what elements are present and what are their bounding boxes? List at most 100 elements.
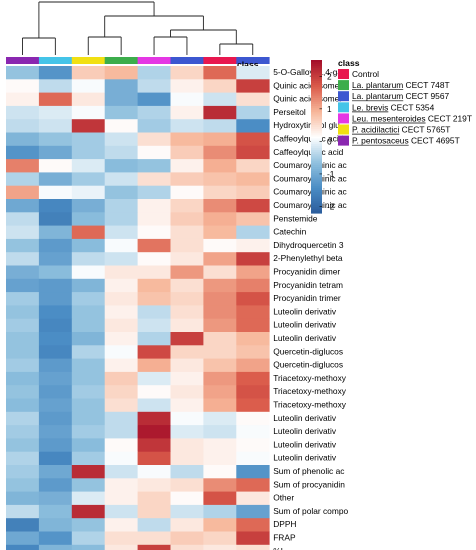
heatmap-cell	[38, 504, 73, 519]
row-label: Procyanidin tetram	[273, 280, 343, 290]
heatmap-cell	[104, 79, 138, 93]
legend-swatch	[338, 124, 349, 135]
heatmap-cell	[170, 79, 204, 93]
legend-swatch	[338, 91, 349, 102]
heatmap-cell	[6, 172, 40, 187]
heatmap-cell	[71, 544, 106, 550]
color-scale-step	[311, 113, 322, 117]
row-label: Quinic acid isomer	[273, 80, 342, 90]
heatmap-cell	[6, 185, 40, 200]
color-scale-tick-label: -2	[327, 201, 335, 211]
color-scale-step	[311, 142, 322, 145]
heatmap-cell	[6, 504, 40, 519]
heatmap-cell	[6, 159, 40, 173]
color-scale-step	[311, 153, 322, 157]
color-scale-step	[311, 136, 322, 140]
color-scale-step	[311, 96, 322, 99]
annotation-cell	[236, 57, 270, 64]
heatmap-cell	[137, 66, 171, 80]
color-scale-step	[311, 207, 322, 210]
heatmap-cell	[236, 159, 270, 173]
annotation-cell	[203, 57, 237, 64]
heatmap-cell	[170, 438, 204, 453]
color-scale-step	[311, 140, 322, 143]
heatmap-cell	[6, 119, 40, 133]
heatmap-cell	[170, 451, 204, 466]
heatmap-cell	[38, 465, 73, 479]
color-scale-tick-label: 2	[327, 71, 332, 81]
heatmap-cell	[170, 518, 204, 532]
heatmap-cell	[137, 411, 171, 426]
row-label: Caffeoylquinic acid	[273, 147, 343, 157]
heatmap-cell	[104, 252, 138, 266]
heatmap-cell	[71, 185, 106, 200]
heatmap-cell	[6, 398, 40, 413]
heatmap-cell	[71, 371, 106, 386]
row-label: Triacetoxy-methoxy	[273, 400, 347, 410]
heatmap-cell	[236, 332, 270, 346]
heatmap-cell	[6, 371, 40, 386]
heatmap-cell	[71, 92, 106, 107]
heatmap-cell	[137, 491, 171, 506]
heatmap-cell	[6, 518, 40, 532]
heatmap-cell	[137, 79, 171, 93]
heatmap-cell	[236, 79, 270, 93]
heatmap-cell	[203, 238, 237, 253]
color-scale-step	[311, 211, 322, 214]
heatmap-cell	[71, 79, 106, 93]
color-scale-step	[311, 84, 322, 88]
heatmap-cell	[71, 518, 106, 532]
heatmap-cell	[203, 358, 237, 373]
color-scale-step	[311, 77, 322, 80]
heatmap-cell	[38, 411, 73, 426]
legend-swatch	[338, 80, 349, 91]
heatmap-cell	[137, 531, 171, 546]
heatmap-cell	[203, 438, 237, 453]
heatmap-cell	[236, 252, 270, 266]
heatmap-cell	[38, 92, 73, 107]
heatmap-cell	[170, 478, 204, 492]
color-scale-step	[311, 161, 322, 164]
heatmap-cell	[203, 132, 237, 147]
heatmap-cell	[104, 145, 138, 160]
heatmap-cell	[203, 105, 237, 120]
legend-label: P. pentosaceus CECT 4695T	[352, 136, 460, 146]
color-scale-step	[311, 138, 322, 141]
heatmap-cell	[104, 66, 138, 80]
row-label: Perseitol	[273, 107, 306, 117]
heatmap-cell	[6, 451, 40, 466]
color-scale-step	[311, 109, 322, 113]
heatmap-cell	[137, 225, 171, 240]
color-scale-step	[311, 201, 322, 205]
heatmap-cell	[203, 425, 237, 439]
heatmap-cell	[236, 318, 270, 333]
heatmap-cell	[104, 212, 138, 226]
heatmap-cell	[104, 278, 138, 293]
heatmap-cell	[236, 438, 270, 453]
heatmap-cell	[203, 411, 237, 426]
heatmap-cell	[38, 66, 73, 80]
heatmap-cell	[236, 465, 270, 479]
heatmap-cell	[104, 172, 138, 187]
heatmap-cell	[137, 544, 171, 550]
color-scale-step	[311, 67, 322, 71]
heatmap-cell	[203, 504, 237, 519]
heatmap-cell	[236, 105, 270, 120]
heatmap-cell	[170, 199, 204, 213]
heatmap-cell	[137, 172, 171, 187]
heatmap-cell	[236, 132, 270, 147]
row-labels: 5-O-Galloyl-1,4-ga Quinic acid isomer Quin…	[273, 67, 348, 550]
color-scale-step	[311, 155, 322, 159]
heatmap-cell	[236, 518, 270, 532]
color-scale-step	[311, 151, 322, 155]
heatmap-cell	[137, 278, 171, 293]
heatmap-cell	[137, 305, 171, 320]
row-label: 2-Phenylethyl beta	[273, 253, 343, 263]
heatmap-cell	[203, 199, 237, 213]
heatmap-cell	[6, 332, 40, 346]
row-label: Coumaroylquinic ac	[273, 200, 347, 210]
heatmap-cell	[6, 358, 40, 373]
heatmap-cell	[170, 212, 204, 226]
color-scale-step	[311, 195, 322, 199]
legend-label: La. plantarum CECT 9567	[352, 91, 449, 101]
